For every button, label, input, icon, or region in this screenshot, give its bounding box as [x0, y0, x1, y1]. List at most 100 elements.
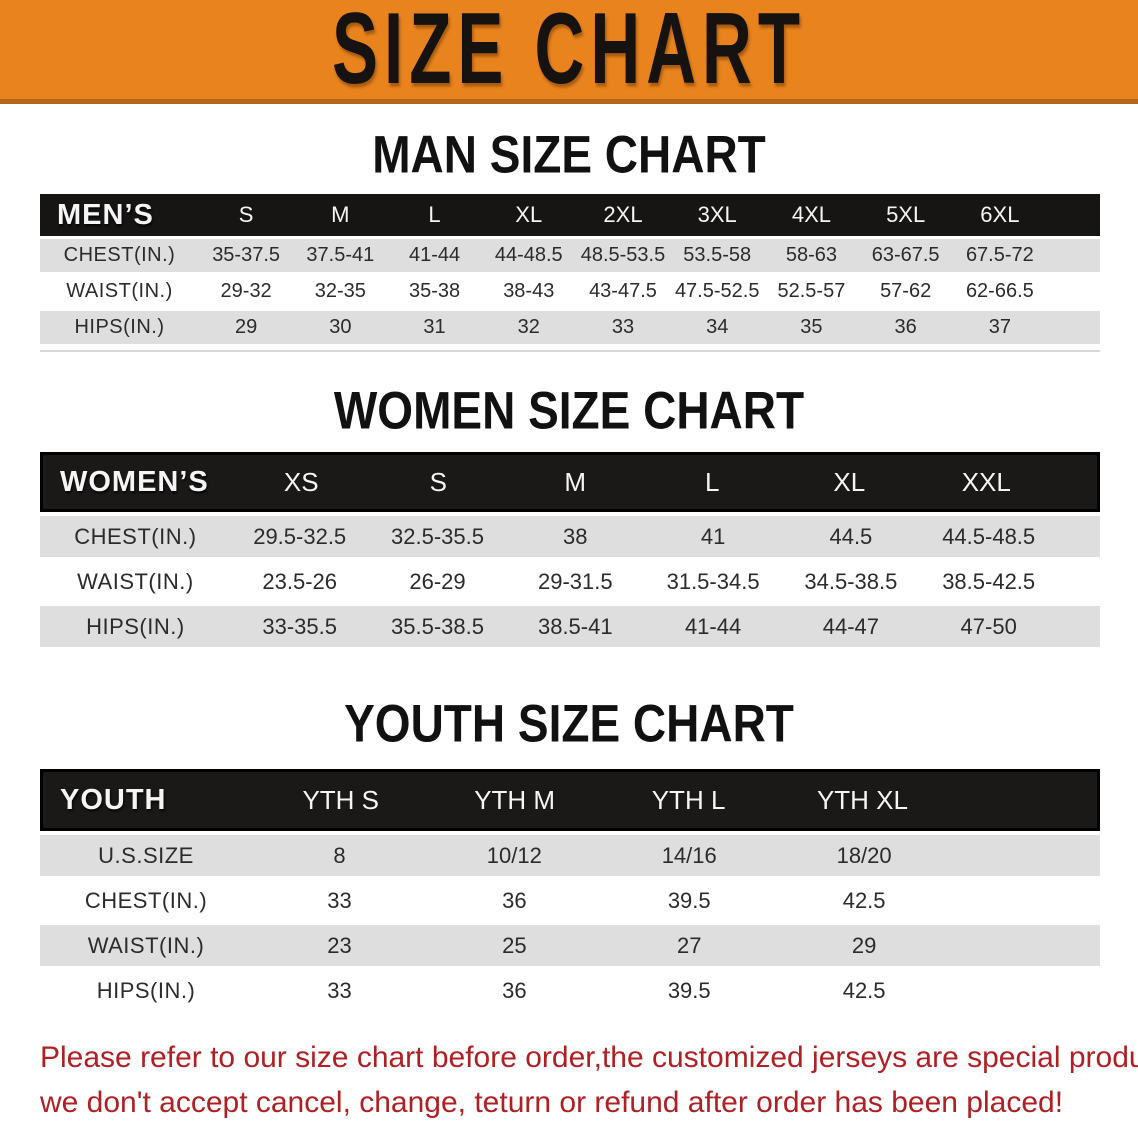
size-value: 32.5-35.5 — [391, 523, 484, 549]
table-row: HIPS(IN.) 29 30 31 32 33 34 35 36 37 — [40, 311, 1100, 344]
size-value: 29.5-32.5 — [253, 523, 347, 549]
size-column-header: 5XL — [886, 202, 926, 227]
size-column-header: YTH XL — [816, 784, 908, 815]
size-value: 23 — [327, 932, 352, 958]
size-value: 23.5-26 — [262, 568, 337, 594]
table-header-row: YOUTH YTH S YTH M YTH L YTH XL — [40, 769, 1100, 831]
row-label: U.S.SIZE — [98, 842, 194, 868]
row-label: WAIST(IN.) — [87, 932, 205, 958]
size-column-header: XL — [833, 466, 866, 497]
size-value: 42.5 — [842, 977, 886, 1003]
row-label: CHEST(IN.) — [74, 523, 197, 549]
youth-size-heading: YOUTH SIZE CHART — [0, 693, 1138, 753]
table-header-row: MEN’S S M L XL 2XL 3XL 4XL 5XL 6XL — [40, 194, 1100, 236]
size-column-header: XXL — [961, 466, 1011, 497]
table-header-label: WOMEN’S — [60, 465, 209, 498]
size-value: 38-43 — [503, 280, 555, 302]
size-value: 29 — [234, 316, 258, 338]
size-value: 38 — [563, 523, 588, 549]
size-value: 63-67.5 — [871, 244, 940, 266]
size-value: 35-38 — [408, 280, 461, 302]
size-value: 37 — [988, 316, 1011, 338]
size-column-header: S — [238, 202, 254, 227]
size-value: 8 — [333, 842, 346, 868]
size-value: 34 — [706, 316, 729, 338]
size-column-header: YTH S — [302, 784, 380, 815]
size-value: 18/20 — [836, 842, 892, 868]
table-row: WAIST(IN.) 23 25 27 29 — [40, 925, 1100, 966]
size-value: 32 — [517, 316, 540, 338]
size-value: 26-29 — [409, 568, 466, 594]
table-row: CHEST(IN.) 33 36 39.5 42.5 — [40, 880, 1100, 921]
size-column-header: 2XL — [603, 202, 643, 227]
row-label: CHEST(IN.) — [63, 244, 176, 266]
size-value: 42.5 — [842, 887, 886, 913]
men-size-table: MEN’S S M L XL 2XL 3XL 4XL 5XL 6XL CHEST(IN.) 35-37… — [40, 194, 1100, 344]
size-value: 41-44 — [684, 613, 742, 639]
size-value: 38.5-42.5 — [942, 568, 1036, 594]
size-value: 36 — [502, 887, 527, 913]
table-header-label: MEN’S — [57, 198, 154, 231]
size-value: 27 — [676, 932, 702, 958]
size-value: 29-32 — [220, 280, 272, 302]
size-value: 34.5-38.5 — [804, 568, 898, 594]
table-row: WAIST(IN.) 29-32 32-35 35-38 38-43 43-47.5 47.… — [40, 275, 1100, 308]
size-value: 43-47.5 — [589, 280, 657, 302]
size-column-header: XS — [283, 466, 319, 497]
size-value: 38.5-41 — [537, 613, 613, 639]
size-value: 36 — [894, 316, 917, 338]
size-value: 44-47 — [822, 613, 880, 639]
women-size-section: WOMEN SIZE CHART WOMEN’S XS S M L XL XXL CHEST(… — [0, 380, 1138, 647]
size-column-header: 4XL — [791, 202, 831, 227]
size-value: 31 — [423, 316, 446, 338]
size-column-header: 6XL — [980, 202, 1020, 227]
row-label: HIPS(IN.) — [74, 316, 165, 338]
size-value: 35.5-38.5 — [391, 613, 484, 639]
row-label: HIPS(IN.) — [86, 613, 185, 639]
youth-size-table: YOUTH YTH S YTH M YTH L YTH XL U.S.SIZE 8 10/12… — [40, 769, 1100, 1011]
size-column-header: M — [564, 466, 587, 497]
table-row: HIPS(IN.) 33 36 39.5 42.5 — [40, 970, 1100, 1011]
table-row: CHEST(IN.) 29.5-32.5 32.5-35.5 38 41 44.5 44.5… — [40, 516, 1100, 557]
man-size-heading: MAN SIZE CHART — [0, 124, 1138, 184]
size-column-header: 3XL — [697, 202, 737, 227]
size-column-header: L — [705, 466, 720, 497]
size-value: 39.5 — [667, 887, 711, 913]
size-column-header: S — [429, 466, 447, 497]
size-value: 58-63 — [785, 244, 837, 266]
table-row: CHEST(IN.) 35-37.5 37.5-41 41-44 44-48.5 48.5… — [40, 239, 1100, 272]
table-row: WAIST(IN.) 23.5-26 26-29 29-31.5 31.5-34.5 34… — [40, 561, 1100, 602]
size-value: 53.5-58 — [683, 244, 752, 266]
size-value: 39.5 — [667, 977, 711, 1003]
size-value: 35 — [800, 316, 823, 338]
banner: SIZE CHART — [0, 0, 1138, 104]
size-value: 14/16 — [661, 842, 717, 868]
size-column-header: L — [428, 202, 441, 227]
size-column-header: XL — [515, 202, 543, 227]
size-column-header: YTH M — [474, 784, 556, 815]
size-value: 29 — [851, 932, 877, 958]
size-value: 44.5 — [829, 523, 873, 549]
divider-line — [40, 350, 1100, 352]
size-value: 41 — [700, 523, 726, 549]
man-size-heading-text: MAN SIZE CHART — [372, 124, 766, 184]
size-value: 30 — [329, 316, 352, 338]
table-row: HIPS(IN.) 33-35.5 35.5-38.5 38.5-41 41-44 44-… — [40, 606, 1100, 647]
table-row: U.S.SIZE 8 10/12 14/16 18/20 — [40, 835, 1100, 876]
size-column-header: M — [331, 202, 350, 227]
size-value: 67.5-72 — [965, 244, 1034, 266]
size-value: 36 — [502, 977, 527, 1003]
man-size-section: MAN SIZE CHART MEN’S S M L XL 2XL 3XL 4XL 5XL 6XL… — [0, 124, 1138, 352]
banner-title: SIZE CHART — [332, 0, 806, 104]
size-value: 48.5-53.5 — [580, 244, 666, 266]
size-value: 37.5-41 — [306, 244, 375, 266]
size-value: 52.5-57 — [777, 280, 846, 302]
size-value: 10/12 — [486, 842, 542, 868]
size-value: 47-50 — [960, 613, 1017, 639]
size-value: 44.5-48.5 — [942, 523, 1036, 549]
youth-size-section: YOUTH SIZE CHART YOUTH YTH S YTH M YTH L YTH… — [0, 693, 1138, 1011]
size-value: 62-66.5 — [965, 280, 1034, 302]
women-size-table: WOMEN’S XS S M L XL XXL CHEST(IN.) 29.5-32.5 32.5… — [40, 452, 1100, 647]
disclaimer-line-1: Please refer to our size chart before or… — [40, 1041, 1138, 1074]
